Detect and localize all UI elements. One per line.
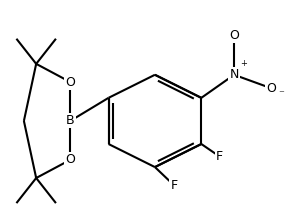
Text: N: N (229, 68, 239, 81)
Text: O: O (65, 75, 75, 89)
Text: F: F (170, 179, 178, 192)
Text: ⁻: ⁻ (278, 89, 284, 99)
Text: F: F (215, 150, 223, 163)
Text: O: O (65, 153, 75, 166)
Text: B: B (66, 114, 75, 127)
Text: O: O (229, 29, 239, 42)
Text: +: + (240, 59, 247, 68)
Text: O: O (266, 82, 276, 95)
